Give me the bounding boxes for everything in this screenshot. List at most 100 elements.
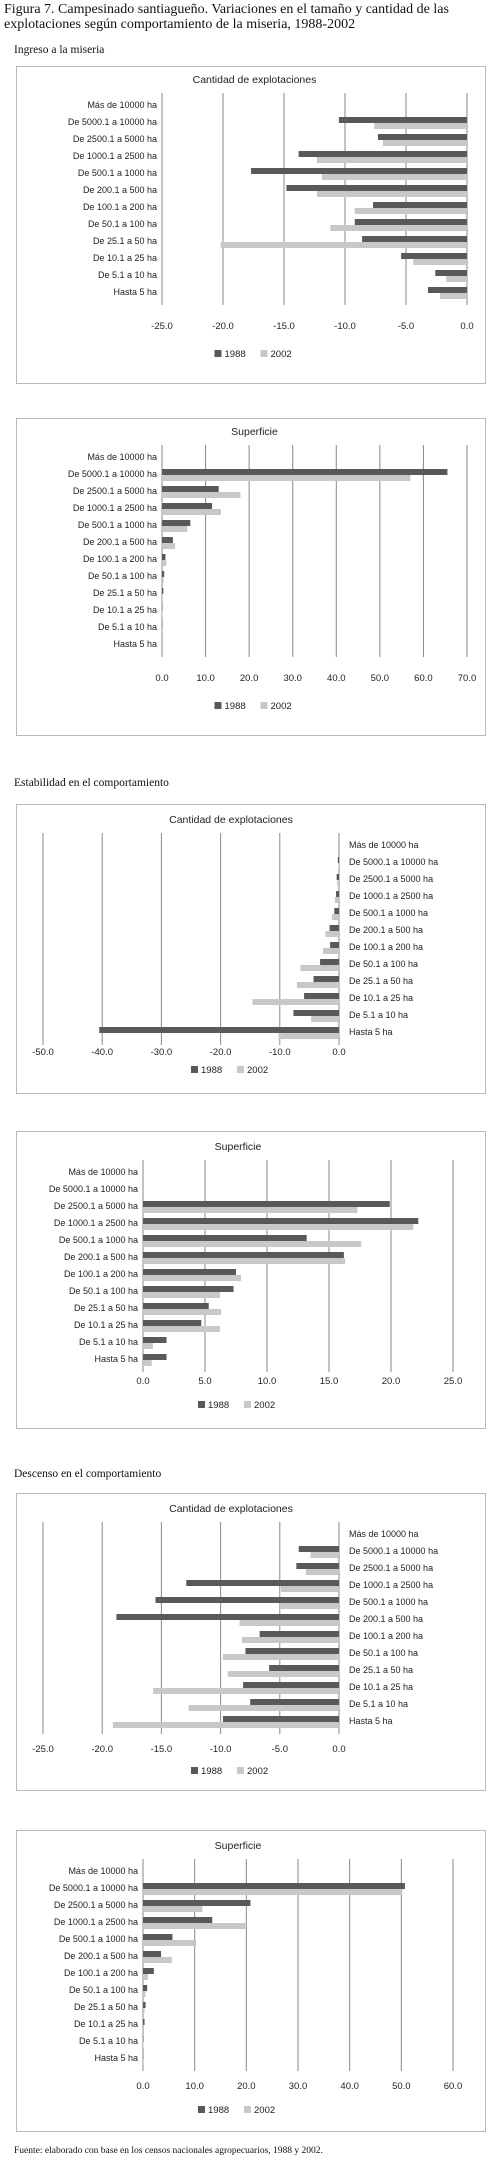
bar-2002 <box>143 1241 362 1247</box>
category-label: Más de 10000 ha <box>68 1167 138 1177</box>
x-tick-label: 40.0 <box>327 673 346 684</box>
x-tick-label: -20.0 <box>212 321 234 332</box>
x-tick-label: 20.0 <box>240 673 259 684</box>
bar-1988 <box>293 1010 339 1016</box>
bar-2002 <box>337 880 339 886</box>
bar-1988 <box>435 270 467 276</box>
legend-label-2002: 2002 <box>254 2105 275 2116</box>
bar-1988 <box>143 1269 236 1275</box>
chart-2-svg: Superficie 0.0 10.0 20.0 30.0 40.0 50.0 60.0 70.… <box>68 426 476 712</box>
bar-2002 <box>162 492 241 498</box>
category-label: De 50.1 a 100 ha <box>88 571 157 581</box>
bar-1988 <box>143 1218 419 1224</box>
bar-2002 <box>241 1637 339 1643</box>
bar-1988 <box>222 1716 339 1722</box>
bar-1988 <box>162 486 219 492</box>
bar-2002 <box>220 242 467 248</box>
legend-swatch-2002 <box>244 2106 251 2113</box>
bar-2002 <box>310 1552 339 1558</box>
x-tick-label: 5.0 <box>198 1376 211 1387</box>
chart-panel-5: Cantidad de explotaciones -25.0 -20.0 -15.0… <box>16 1493 486 1791</box>
chart-4-svg: Superficie 0.0 5.0 10.0 15.0 20.0 25.0 Más de 1… <box>49 1141 462 1411</box>
bar-1988 <box>143 2036 144 2042</box>
category-label: De 200.1 a 500 ha <box>64 1951 138 1961</box>
x-tick-label: -50.0 <box>32 1047 54 1058</box>
category-label: De 1000.1 a 2500 ha <box>73 151 157 161</box>
category-label: De 5000.1 a 10000 ha <box>68 117 157 127</box>
category-label: De 100.1 a 200 ha <box>349 1631 423 1641</box>
bar-1988 <box>373 202 467 208</box>
bar-2002 <box>143 1991 146 1997</box>
category-label: De 2500.1 a 5000 ha <box>349 1563 433 1573</box>
x-tick-label: 30.0 <box>289 2081 308 2092</box>
bar-2002 <box>143 1258 346 1264</box>
bar-1988 <box>143 1252 344 1258</box>
chart-title: Superficie <box>215 1840 262 1852</box>
bar-2002 <box>143 1957 172 1963</box>
bar-1988 <box>143 1303 209 1309</box>
category-label: De 100.1 a 200 ha <box>83 554 157 564</box>
x-tick-label: 0.0 <box>460 321 473 332</box>
bar-2002 <box>316 191 467 197</box>
x-tick-label: -25.0 <box>151 321 173 332</box>
bar-2002 <box>296 982 339 988</box>
bar-2002 <box>323 948 339 954</box>
bar-2002 <box>300 965 339 971</box>
section-label-estabilidad: Estabilidad en el comportamiento <box>14 777 169 789</box>
bar-2002 <box>143 1906 203 1912</box>
legend-label-2002: 2002 <box>271 349 292 360</box>
bar-1988 <box>143 1354 167 1360</box>
bar-1988 <box>259 1631 339 1637</box>
x-tick-label: -10.0 <box>210 1744 232 1755</box>
legend-label-1988: 1988 <box>208 2105 229 2116</box>
category-label: De 200.1 a 500 ha <box>349 925 423 935</box>
chart-panel-2: Superficie 0.0 10.0 20.0 30.0 40.0 50.0 60.0 70.… <box>16 418 486 736</box>
bar-1988 <box>251 168 467 174</box>
bar-1988 <box>143 1985 148 1991</box>
category-label: De 25.1 a 50 ha <box>349 976 413 986</box>
x-tick-label: 60.0 <box>414 673 433 684</box>
bar-1988 <box>143 1286 234 1292</box>
section-label-descenso: Descenso en el comportamiento <box>14 1468 162 1480</box>
bar-2002 <box>239 1620 339 1626</box>
bar-1988 <box>99 1027 340 1033</box>
bar-2002 <box>188 1705 339 1711</box>
x-tick-label: -15.0 <box>151 1744 173 1755</box>
bar-2002 <box>279 1603 339 1609</box>
bar-1988 <box>162 588 164 594</box>
bar-2002 <box>311 1016 339 1022</box>
x-tick-label: -5.0 <box>272 1744 288 1755</box>
chart-panel-3: Cantidad de explotaciones -50.0 -40.0 -30.0… <box>16 804 486 1094</box>
category-label: Más de 10000 ha <box>349 840 419 850</box>
category-label: De 5000.1 a 10000 ha <box>68 469 157 479</box>
x-tick-label: 10.0 <box>185 2081 204 2092</box>
category-label: De 50.1 a 100 ha <box>349 959 418 969</box>
legend-swatch-2002 <box>244 1401 251 1408</box>
bar-1988 <box>298 151 467 157</box>
legend-swatch-1988 <box>198 2106 205 2113</box>
category-label: De 1000.1 a 2500 ha <box>54 1218 138 1228</box>
bar-2002 <box>112 1722 339 1728</box>
bar-1988 <box>329 925 339 931</box>
category-label: De 5.1 a 10 ha <box>98 622 157 632</box>
bar-1988 <box>334 908 339 914</box>
bar-1988 <box>336 874 339 880</box>
category-label: De 5000.1 a 10000 ha <box>49 1184 138 1194</box>
category-label: Hasta 5 ha <box>94 1354 138 1364</box>
legend-label-1988: 1988 <box>225 349 246 360</box>
legend-swatch-1988 <box>198 1401 205 1408</box>
bar-2002 <box>162 577 164 583</box>
bar-1988 <box>354 219 467 225</box>
x-tick-label: 50.0 <box>392 2081 411 2092</box>
bar-2002 <box>338 863 339 869</box>
bar-1988 <box>320 959 339 965</box>
bar-2002 <box>374 123 467 129</box>
category-label: Más de 10000 ha <box>87 452 157 462</box>
category-label: De 50.1 a 100 ha <box>88 219 157 229</box>
bar-1988 <box>377 134 467 140</box>
category-label: De 5000.1 a 10000 ha <box>49 1883 138 1893</box>
bar-1988 <box>162 571 165 577</box>
category-label: De 25.1 a 50 ha <box>349 1665 413 1675</box>
x-tick-label: -10.0 <box>269 1047 291 1058</box>
category-label: De 2500.1 a 5000 ha <box>73 134 157 144</box>
